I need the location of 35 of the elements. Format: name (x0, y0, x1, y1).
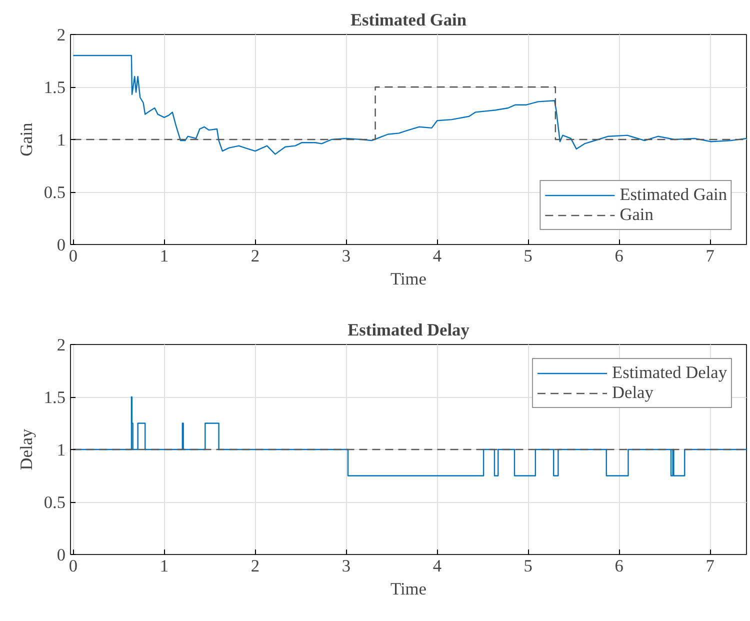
y-tick-label: 1.5 (44, 78, 66, 97)
y-tick-label: 2 (56, 26, 66, 44)
y-tick-label: 1 (56, 440, 66, 460)
x-tick-label: 2 (250, 556, 260, 576)
legend-label: Estimated Delay (612, 363, 727, 383)
legend-label: Estimated Gain (620, 185, 727, 205)
legend-label: Delay (612, 383, 654, 403)
x-tick-label: 5 (524, 556, 532, 576)
x-tick-label: 0 (68, 556, 78, 576)
x-tick-label: 5 (524, 246, 532, 266)
x-tick-label: 1 (160, 246, 169, 266)
chart-title: Estimated Gain (350, 10, 467, 30)
x-axis-title: Time (390, 270, 427, 288)
line-series (72, 54, 746, 155)
y-tick-label: 0.5 (44, 493, 66, 512)
y-tick-label: 1 (56, 130, 66, 150)
x-tick-label: 0 (68, 246, 78, 266)
x-tick-label: 3 (342, 556, 351, 576)
x-tick-label: 7 (706, 556, 715, 576)
legend-label: Gain (620, 205, 654, 225)
x-tick-label: 7 (706, 246, 715, 266)
x-tick-label: 6 (614, 246, 624, 266)
y-tick-label: 1.5 (44, 388, 66, 407)
x-tick-label: 2 (250, 246, 260, 266)
y-axis-title: Delay (16, 428, 36, 470)
y-tick-label: 0.5 (44, 183, 66, 202)
x-tick-label: 6 (614, 556, 624, 576)
x-tick-label: 4 (432, 246, 442, 266)
x-tick-label: 3 (342, 246, 351, 266)
chart-title: Estimated Delay (348, 320, 470, 340)
x-axis-title: Time (390, 580, 427, 598)
y-axis-title: Gain (16, 122, 36, 156)
x-tick-label: 4 (432, 556, 442, 576)
y-tick-label: 2 (56, 336, 66, 354)
x-tick-label: 1 (160, 556, 169, 576)
